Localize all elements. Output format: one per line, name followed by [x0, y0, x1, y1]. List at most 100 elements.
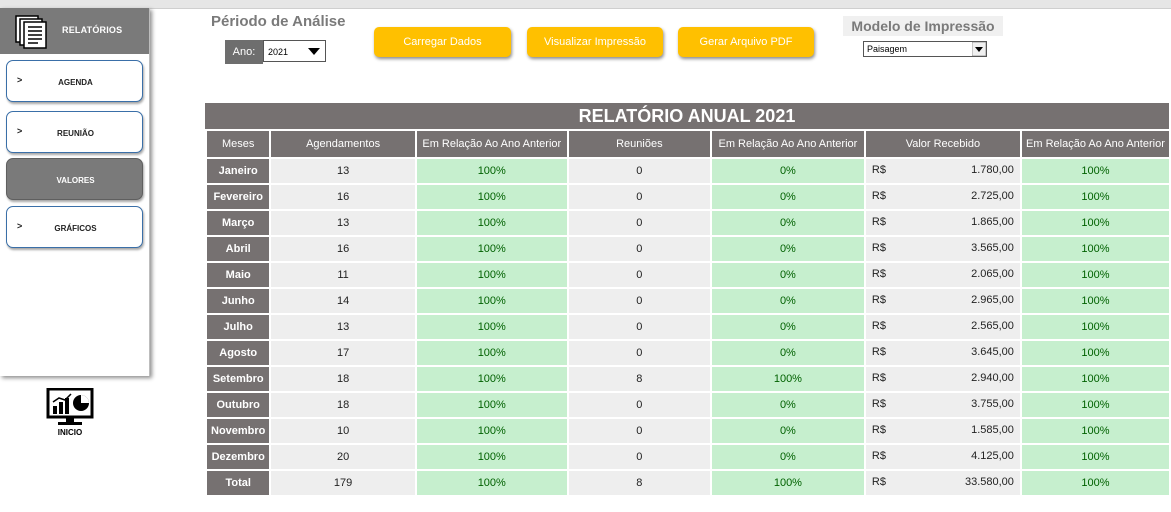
amount-cell: R$ 3.565,00	[863, 235, 1022, 263]
amount-pct-cell: 100%	[1019, 183, 1171, 211]
table-row: Dezembro 20 100% 0 0% R$ 4.125,00 100%	[204, 443, 1171, 471]
column-header: Valor Recebido	[863, 129, 1022, 159]
meetings-cell: 8	[566, 469, 712, 497]
amount-pct-cell: 100%	[1019, 235, 1171, 263]
amount-value: 2.940,00	[971, 372, 1014, 384]
appointments-cell: 16	[269, 235, 417, 263]
chevron-right-icon: >	[17, 221, 23, 231]
amount-cell: R$ 1.865,00	[863, 209, 1022, 237]
meetings-cell: 0	[566, 313, 712, 341]
sidebar-item-graficos[interactable]: > GRÁFICOS	[6, 206, 143, 248]
sidebar-item-label: GRÁFICOS	[54, 224, 97, 233]
amount-value: 1.865,00	[971, 216, 1014, 228]
amount-value: 3.645,00	[971, 346, 1014, 358]
month-cell: Setembro	[204, 365, 272, 393]
table-row: Março 13 100% 0 0% R$ 1.865,00 100%	[204, 209, 1171, 237]
amount-pct-cell: 100%	[1019, 261, 1171, 289]
chevron-down-icon[interactable]	[972, 42, 986, 56]
table-row: Maio 11 100% 0 0% R$ 2.065,00 100%	[204, 261, 1171, 289]
amount-cell: R$ 1.780,00	[863, 157, 1022, 185]
amount-value: 2.725,00	[971, 190, 1014, 202]
amount-cell: R$ 2.725,00	[863, 183, 1022, 211]
appointments-cell: 179	[269, 469, 417, 497]
meetings-cell: 0	[566, 443, 712, 471]
year-selector: Ano: 2021	[225, 40, 327, 64]
amount-value: 2.965,00	[971, 294, 1014, 306]
appointments-cell: 11	[269, 261, 417, 289]
month-cell: Maio	[204, 261, 272, 289]
month-cell: Total	[204, 469, 272, 497]
currency-symbol: R$	[871, 268, 886, 280]
month-cell: Agosto	[204, 339, 272, 367]
appointments-pct-cell: 100%	[414, 209, 569, 237]
amount-cell: R$ 3.645,00	[863, 339, 1022, 367]
table-row: Outubro 18 100% 0 0% R$ 3.755,00 100%	[204, 391, 1171, 419]
table-row: Julho 13 100% 0 0% R$ 2.565,00 100%	[204, 313, 1171, 341]
column-header: Em Relação Ao Ano Anterior	[709, 129, 866, 159]
month-cell: Janeiro	[204, 157, 272, 185]
column-header: Meses	[204, 129, 272, 159]
home-button[interactable]: INICIO	[44, 388, 96, 437]
amount-value: 4.125,00	[971, 450, 1014, 462]
amount-pct-cell: 100%	[1019, 209, 1171, 237]
meetings-pct-cell: 0%	[709, 235, 866, 263]
chevron-down-icon[interactable]	[303, 41, 325, 61]
appointments-pct-cell: 100%	[414, 391, 569, 419]
currency-symbol: R$	[871, 216, 886, 228]
amount-cell: R$ 3.755,00	[863, 391, 1022, 419]
month-cell: Fevereiro	[204, 183, 272, 211]
amount-value: 1.780,00	[971, 164, 1014, 176]
meetings-cell: 0	[566, 339, 712, 367]
appointments-pct-cell: 100%	[414, 261, 569, 289]
appointments-pct-cell: 100%	[414, 339, 569, 367]
sidebar-item-agenda[interactable]: > AGENDA	[6, 60, 143, 102]
meetings-pct-cell: 0%	[709, 183, 866, 211]
sidebar-item-valores[interactable]: VALORES	[6, 158, 143, 200]
print-model-dropdown[interactable]: Paisagem	[863, 41, 987, 57]
appointments-cell: 13	[269, 313, 417, 341]
currency-symbol: R$	[871, 294, 886, 306]
meetings-cell: 0	[566, 157, 712, 185]
appointments-pct-cell: 100%	[414, 287, 569, 315]
amount-pct-cell: 100%	[1019, 391, 1171, 419]
meetings-pct-cell: 0%	[709, 157, 866, 185]
amount-pct-cell: 100%	[1019, 287, 1171, 315]
appointments-pct-cell: 100%	[414, 235, 569, 263]
amount-cell: R$ 2.940,00	[863, 365, 1022, 393]
meetings-pct-cell: 0%	[709, 443, 866, 471]
amount-pct-cell: 100%	[1019, 417, 1171, 445]
amount-cell: R$ 2.565,00	[863, 313, 1022, 341]
currency-symbol: R$	[871, 190, 886, 202]
meetings-pct-cell: 0%	[709, 261, 866, 289]
sidebar-header: RELATÓRIOS	[0, 8, 149, 54]
annual-report-table: Meses Agendamentos Em Relação Ao Ano Ant…	[204, 129, 1171, 497]
sidebar-item-label: REUNIÃO	[57, 129, 94, 138]
load-data-button[interactable]: Carregar Dados	[374, 27, 511, 57]
print-preview-button[interactable]: Visualizar Impressão	[527, 27, 663, 57]
month-cell: Novembro	[204, 417, 272, 445]
meetings-cell: 0	[566, 287, 712, 315]
meetings-cell: 0	[566, 209, 712, 237]
year-value: 2021	[268, 47, 289, 57]
table-row: Junho 14 100% 0 0% R$ 2.965,00 100%	[204, 287, 1171, 315]
year-dropdown[interactable]: 2021	[263, 40, 326, 62]
sidebar-item-reuniao[interactable]: > REUNIÃO	[6, 111, 143, 153]
print-model-title: Modelo de Impressão	[843, 16, 1003, 36]
amount-pct-cell: 100%	[1019, 157, 1171, 185]
meetings-pct-cell: 100%	[709, 469, 866, 497]
sidebar: RELATÓRIOS > AGENDA > REUNIÃO VALORES > …	[0, 8, 150, 376]
currency-symbol: R$	[871, 164, 886, 176]
appointments-cell: 13	[269, 157, 417, 185]
period-title: Périodo de Análise	[211, 13, 346, 30]
amount-value: 1.585,00	[971, 424, 1014, 436]
meetings-cell: 0	[566, 391, 712, 419]
appointments-pct-cell: 100%	[414, 313, 569, 341]
month-cell: Outubro	[204, 391, 272, 419]
month-cell: Junho	[204, 287, 272, 315]
year-label: Ano:	[225, 40, 263, 64]
meetings-cell: 0	[566, 417, 712, 445]
column-header: Agendamentos	[269, 129, 417, 159]
sidebar-item-label: AGENDA	[58, 78, 93, 87]
amount-value: 3.565,00	[971, 242, 1014, 254]
generate-pdf-button[interactable]: Gerar Arquivo PDF	[678, 27, 814, 57]
